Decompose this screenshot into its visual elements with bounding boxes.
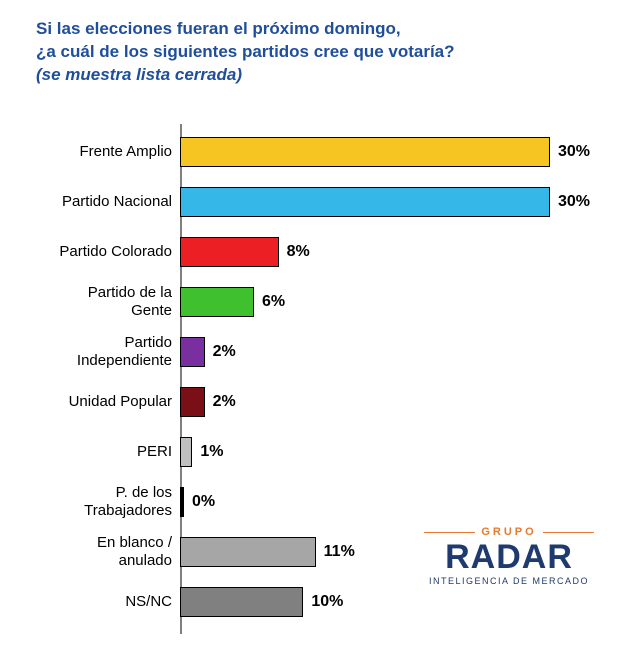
category-label: Partido Colorado: [0, 243, 180, 260]
bar-track: 0%: [180, 487, 622, 517]
bar: [180, 337, 205, 367]
bar-row: Partido Colorado 8%: [0, 230, 622, 273]
logo-main-text: RADAR: [424, 540, 594, 574]
bar: [180, 587, 303, 617]
category-label: Frente Amplio: [0, 143, 180, 160]
value-label: 2%: [213, 393, 236, 411]
bar: [180, 437, 192, 467]
category-label: En blanco /anulado: [0, 534, 180, 569]
logo-rule-right: [543, 532, 594, 533]
brand-logo: GRUPO RADAR INTELIGENCIA DE MERCADO: [424, 526, 594, 586]
category-label: Partido Nacional: [0, 193, 180, 210]
category-label: PERI: [0, 443, 180, 460]
value-label: 2%: [213, 343, 236, 361]
bar-track: 2%: [180, 337, 622, 367]
bar: [180, 537, 316, 567]
title-subtitle: (se muestra lista cerrada): [36, 64, 622, 87]
bar: [180, 387, 205, 417]
value-label: 10%: [311, 593, 343, 611]
bar-track: 8%: [180, 237, 622, 267]
bar: [180, 487, 184, 517]
logo-rule-left: [424, 532, 475, 533]
bar-track: 30%: [180, 187, 622, 217]
bar-row: PartidoIndependiente 2%: [0, 330, 622, 373]
value-label: 30%: [558, 193, 590, 211]
bar: [180, 137, 550, 167]
value-label: 30%: [558, 143, 590, 161]
bar-row: PERI 1%: [0, 430, 622, 473]
category-label: Partido de laGente: [0, 284, 180, 319]
bar-row: Partido Nacional 30%: [0, 180, 622, 223]
bar-row: Frente Amplio 30%: [0, 130, 622, 173]
value-label: 1%: [200, 443, 223, 461]
bar: [180, 287, 254, 317]
value-label: 11%: [324, 543, 355, 561]
category-label: Unidad Popular: [0, 393, 180, 410]
logo-top-text: GRUPO: [481, 526, 536, 538]
title-line-2: ¿a cuál de los siguientes partidos cree …: [36, 41, 622, 64]
value-label: 0%: [192, 493, 215, 511]
value-label: 8%: [287, 243, 310, 261]
category-label: PartidoIndependiente: [0, 334, 180, 369]
logo-top-line: GRUPO: [424, 526, 594, 538]
title-line-1: Si las elecciones fueran el próximo domi…: [36, 18, 622, 41]
bar-track: 10%: [180, 587, 622, 617]
logo-sub-text: INTELIGENCIA DE MERCADO: [424, 576, 594, 586]
bar-row: P. de losTrabajadores 0%: [0, 480, 622, 523]
value-label: 6%: [262, 293, 285, 311]
chart-title-block: Si las elecciones fueran el próximo domi…: [0, 0, 622, 87]
bar-track: 30%: [180, 137, 622, 167]
category-label: P. de losTrabajadores: [0, 484, 180, 519]
bar: [180, 237, 279, 267]
bar-track: 2%: [180, 387, 622, 417]
bar-row: Partido de laGente 6%: [0, 280, 622, 323]
bar-track: 1%: [180, 437, 622, 467]
bar-row: NS/NC 10%: [0, 580, 622, 623]
category-label: NS/NC: [0, 593, 180, 610]
bar: [180, 187, 550, 217]
bar-track: 6%: [180, 287, 622, 317]
bar-row: Unidad Popular 2%: [0, 380, 622, 423]
